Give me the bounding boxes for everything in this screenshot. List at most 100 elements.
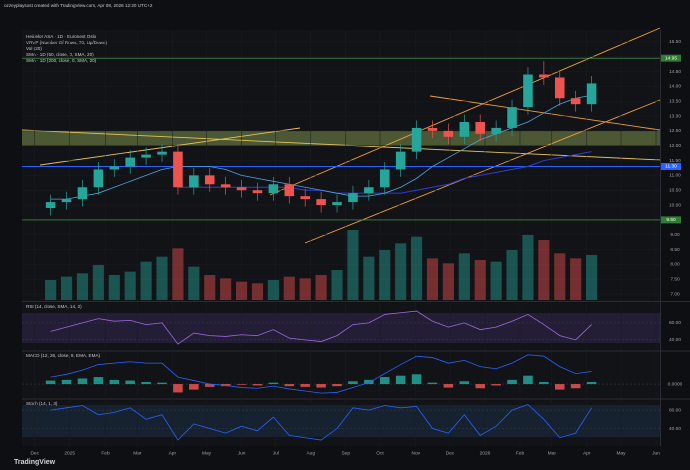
x-tick-label: Dec (446, 450, 455, 456)
y-tick-label: 11.50 (669, 158, 681, 164)
histogram-bar (109, 379, 120, 385)
legend-line: VRVP (Number Of Rows, 70, Up/Down) (26, 40, 107, 45)
price-tag-label: 14.95 (665, 55, 677, 61)
y-tick-label: 15.50 (669, 39, 681, 45)
x-tick-label: May (202, 450, 212, 456)
trend-line (429, 95, 661, 131)
candle-body (284, 184, 295, 197)
indicator-line (50, 310, 592, 345)
price-tag (661, 162, 681, 170)
volume-bar (363, 256, 375, 300)
candle-body (236, 187, 247, 191)
x-tick-label: Apr (583, 450, 591, 456)
volume-bar (251, 283, 264, 300)
y-tick-label: 8.00 (670, 262, 680, 268)
marks: Dec 2025 Feb Mar Apr May Jun Jul Aug Sep Oct Nov Dec… (22, 30, 683, 456)
price-tag (661, 216, 681, 224)
histogram-bar (93, 377, 104, 385)
x-tick-label: Mar (133, 450, 142, 456)
x-tick-label: Nov (412, 450, 421, 456)
volume-bar (554, 253, 566, 300)
volume-bar (235, 281, 248, 300)
sma50-line (50, 94, 592, 200)
candle-body (316, 199, 326, 206)
y-tick-label: 10.50 (669, 187, 681, 193)
candle-body (189, 175, 199, 188)
x-tick-label: Sep (341, 450, 350, 456)
x-tick-label: May (616, 450, 626, 456)
candle-body (523, 74, 533, 108)
y-tick-label: 14.50 (669, 69, 681, 75)
x-tick-label: 2026 (480, 450, 491, 456)
histogram-bar (61, 379, 72, 385)
candle-body (491, 127, 501, 134)
price-tag (661, 54, 681, 62)
rsi-band (22, 313, 660, 343)
histogram-bar (475, 384, 485, 389)
histogram-bar (539, 381, 549, 385)
volume-bar (108, 275, 120, 300)
volume-bar (458, 253, 470, 300)
x-tick-label: Dec (30, 450, 39, 456)
volume-bar (60, 276, 73, 300)
histogram-bar (332, 384, 342, 387)
histogram-bar (252, 384, 263, 386)
indicator-line (50, 404, 592, 441)
candle-body (45, 202, 56, 209)
y-tick-label: 40.00 (669, 426, 681, 432)
volume-bar (586, 255, 598, 300)
volume-bar (156, 256, 168, 300)
histogram-bar (204, 384, 215, 387)
histogram-bar (586, 381, 597, 385)
volume-bar (474, 260, 486, 300)
histogram-bar (395, 375, 406, 385)
histogram-bar (443, 384, 454, 388)
histogram-bar (173, 384, 183, 393)
candle-body (61, 199, 72, 203)
candle-body (570, 98, 581, 105)
candle-body (554, 77, 565, 99)
candle-body (173, 151, 183, 188)
candle-body (220, 184, 231, 188)
volume-bar (395, 243, 407, 300)
histogram-bar (379, 377, 390, 385)
volume-bar (522, 235, 534, 300)
candle-body (109, 166, 120, 170)
channel-upper (269, 27, 661, 196)
histogram-bar (554, 384, 565, 390)
x-tick-label: Jun (238, 450, 246, 456)
y-tick-label: 80.00 (669, 407, 681, 413)
candle-body (427, 127, 438, 131)
y-tick-label: 7.00 (670, 291, 680, 297)
x-tick-label: Oct (376, 450, 384, 456)
histogram-bar (411, 374, 422, 385)
histogram-bar (507, 379, 517, 385)
y-tick-label: 12.50 (669, 128, 681, 134)
histogram-bar (141, 381, 151, 385)
volume-bar (220, 278, 232, 300)
volume-bar (426, 258, 439, 300)
candle-body (379, 169, 390, 188)
x-tick-label: Jun (652, 450, 660, 456)
legend-line: Vol (20) (26, 46, 42, 51)
volume-bar (347, 230, 359, 300)
candle-body (459, 121, 470, 137)
y-tick-label: 13.50 (669, 98, 681, 104)
histogram-bar (157, 382, 167, 385)
volume-bar (411, 236, 423, 300)
legend-line: SMA · 1D (50, close, 0, SMA, 20) (26, 52, 94, 57)
candle-body (252, 190, 263, 194)
volume-bar (76, 273, 89, 300)
candle-body (364, 187, 374, 194)
x-tick-label: Aug (306, 450, 315, 456)
volume-bar (442, 263, 454, 300)
candle-body (507, 107, 517, 128)
pane-title: RSI (14, close, SMA, 14, 2) (26, 304, 82, 309)
volume-bar (188, 266, 200, 300)
legend-line: Heidelor ASA · 1D · Euronext Oslo (26, 34, 97, 39)
footer-logo: TradingView (14, 459, 56, 466)
histogram-bar (125, 380, 135, 385)
volume-bar (315, 275, 327, 300)
histogram-bar (316, 384, 326, 388)
